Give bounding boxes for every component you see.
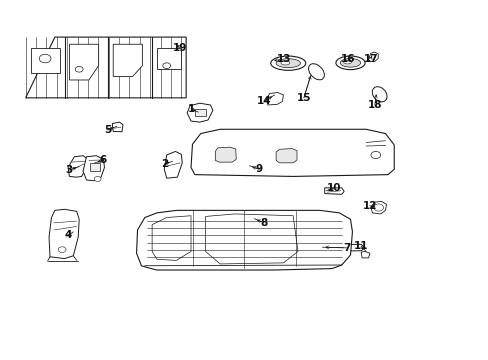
Text: 14: 14	[256, 96, 271, 107]
Text: 9: 9	[255, 164, 262, 174]
Circle shape	[370, 152, 380, 158]
Ellipse shape	[340, 59, 360, 67]
Polygon shape	[266, 93, 283, 105]
Polygon shape	[136, 210, 352, 270]
Polygon shape	[83, 156, 104, 181]
Circle shape	[163, 63, 170, 68]
Text: 10: 10	[326, 183, 341, 193]
Polygon shape	[309, 244, 365, 251]
Polygon shape	[205, 214, 297, 264]
Polygon shape	[112, 122, 122, 132]
Text: 17: 17	[363, 54, 377, 64]
Polygon shape	[30, 48, 60, 73]
Circle shape	[94, 176, 101, 181]
Ellipse shape	[270, 56, 305, 70]
Text: 18: 18	[367, 100, 381, 110]
Polygon shape	[195, 109, 205, 116]
Text: 15: 15	[296, 93, 310, 103]
Circle shape	[373, 204, 383, 211]
Polygon shape	[49, 209, 79, 258]
Polygon shape	[276, 149, 296, 163]
Polygon shape	[191, 129, 393, 176]
Polygon shape	[68, 156, 88, 177]
Text: 3: 3	[65, 165, 72, 175]
Text: 16: 16	[340, 54, 354, 64]
Text: 5: 5	[103, 125, 111, 135]
Polygon shape	[157, 48, 181, 69]
Polygon shape	[215, 147, 236, 162]
Ellipse shape	[343, 60, 351, 64]
Ellipse shape	[371, 87, 386, 102]
Polygon shape	[361, 251, 369, 258]
Polygon shape	[324, 188, 344, 194]
Text: 8: 8	[260, 218, 267, 228]
Text: 4: 4	[65, 230, 72, 240]
Polygon shape	[90, 163, 100, 171]
Text: 19: 19	[173, 43, 187, 53]
Polygon shape	[152, 216, 191, 260]
Text: 1: 1	[187, 104, 194, 113]
Polygon shape	[69, 44, 99, 80]
Text: 13: 13	[277, 54, 291, 64]
Circle shape	[39, 54, 51, 63]
Text: 12: 12	[362, 201, 376, 211]
Polygon shape	[368, 52, 377, 62]
Ellipse shape	[335, 56, 365, 69]
Text: 6: 6	[100, 156, 107, 165]
Ellipse shape	[281, 61, 289, 65]
Polygon shape	[26, 37, 186, 98]
Circle shape	[75, 66, 83, 72]
Ellipse shape	[308, 64, 324, 80]
Text: 2: 2	[161, 159, 167, 169]
Text: 7: 7	[342, 243, 349, 253]
Polygon shape	[113, 44, 142, 76]
Text: 11: 11	[353, 241, 367, 251]
Polygon shape	[164, 152, 182, 178]
Polygon shape	[187, 103, 212, 122]
Circle shape	[58, 247, 66, 252]
Polygon shape	[370, 202, 386, 214]
Ellipse shape	[276, 59, 300, 68]
